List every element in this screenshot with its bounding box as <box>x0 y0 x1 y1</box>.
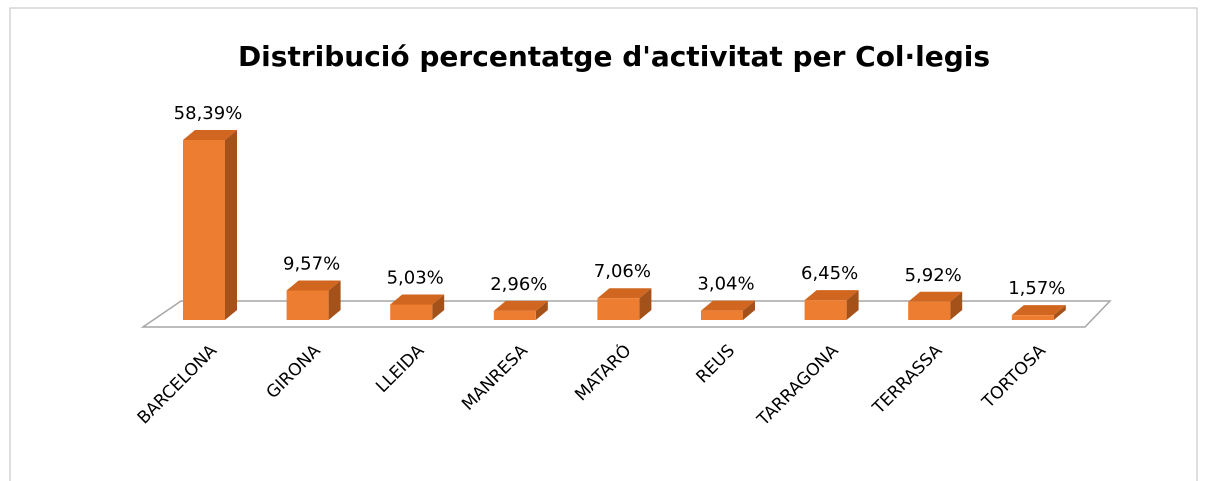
bar-top <box>1011 305 1066 316</box>
bar-side <box>432 294 445 320</box>
bar-top <box>701 300 755 311</box>
bar-front <box>286 290 329 320</box>
data-label: 3,04% <box>697 274 754 295</box>
bar-side <box>950 291 963 320</box>
bar <box>286 280 341 320</box>
data-label: 5,92% <box>905 265 962 286</box>
bar-front <box>1011 315 1054 320</box>
chart-title: Distribució percentatge d'activitat per … <box>238 40 990 73</box>
bar-side <box>639 288 652 320</box>
bar-front <box>908 301 951 320</box>
bar-front <box>804 300 847 320</box>
bar-top <box>390 294 445 305</box>
bar-side <box>535 300 548 320</box>
bar-top <box>908 291 963 302</box>
bar-top <box>183 130 237 140</box>
bar <box>804 290 859 320</box>
bar-side <box>225 130 237 320</box>
bar-side <box>846 290 859 320</box>
bar-front <box>390 304 433 320</box>
bar-side <box>743 300 755 320</box>
bar <box>390 294 445 320</box>
bar-front <box>597 298 640 320</box>
data-label: 5,03% <box>387 267 444 288</box>
data-label: 7,06% <box>594 261 651 282</box>
bar <box>701 300 755 320</box>
bar <box>908 291 963 320</box>
bar-top <box>286 280 341 291</box>
bar <box>493 300 548 320</box>
data-label: 2,96% <box>490 274 547 295</box>
data-label: 9,57% <box>283 253 340 274</box>
bar-top <box>597 288 652 299</box>
data-label: 58,39% <box>174 103 243 124</box>
bar-top <box>804 290 859 301</box>
bar-side <box>1053 305 1066 320</box>
bar-front <box>493 310 536 320</box>
bar-front <box>701 310 743 320</box>
bar <box>1011 305 1066 320</box>
bar-side <box>328 280 341 320</box>
data-label: 1,57% <box>1008 278 1065 299</box>
bar-front <box>183 140 225 320</box>
data-label: 6,45% <box>801 263 858 284</box>
bar <box>183 130 237 320</box>
bar <box>597 288 652 320</box>
bar-top <box>493 300 548 311</box>
